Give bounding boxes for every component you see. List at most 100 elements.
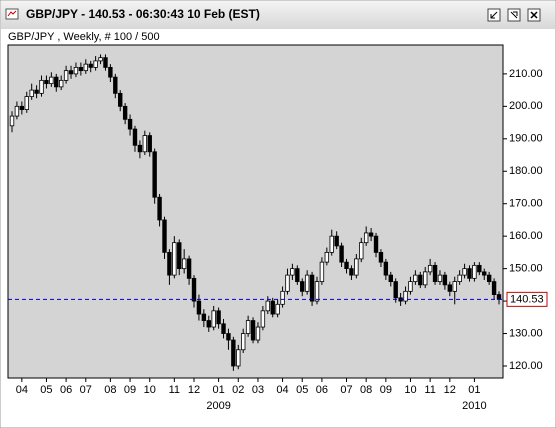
candle-body xyxy=(78,66,84,72)
y-tick-label: 130.00 xyxy=(509,327,543,339)
y-tick-label: 160.00 xyxy=(509,230,543,242)
close-button[interactable] xyxy=(527,8,541,22)
candle-body xyxy=(486,274,492,283)
x-tick-label: 06 xyxy=(60,384,72,396)
candle-body xyxy=(442,274,448,286)
candle-body xyxy=(423,271,428,286)
candle-body xyxy=(167,251,172,276)
candle-body xyxy=(191,277,197,302)
x-tick-label: 08 xyxy=(360,384,372,396)
window-icon xyxy=(5,8,19,20)
candle-body xyxy=(122,105,128,120)
candle-body xyxy=(98,57,103,62)
x-tick-label: 10 xyxy=(404,384,416,396)
x-tick-label: 04 xyxy=(16,384,28,396)
candle-body xyxy=(280,290,285,305)
candle-body xyxy=(142,135,148,153)
candle-body xyxy=(127,118,133,130)
candle-body xyxy=(363,232,369,244)
candle-body xyxy=(24,96,29,110)
maximize-button[interactable] xyxy=(507,8,521,22)
y-tick-label: 120.00 xyxy=(509,360,543,372)
candle-body xyxy=(118,92,123,107)
x-tick-label: 01 xyxy=(468,384,480,396)
candle-body xyxy=(186,258,192,279)
candle-body xyxy=(250,320,256,341)
candle-body xyxy=(88,63,93,68)
candle-body xyxy=(226,333,231,341)
x-tick-label: 10 xyxy=(144,384,156,396)
candle-body xyxy=(472,264,477,279)
candle-body xyxy=(177,242,182,270)
candle-body xyxy=(496,294,502,300)
candle-body xyxy=(181,258,187,270)
x-tick-label: 12 xyxy=(188,384,200,396)
candle-body xyxy=(319,261,325,283)
candle-body xyxy=(63,70,69,81)
window-icon-line xyxy=(7,10,17,17)
candle-body xyxy=(403,290,408,302)
candle-body xyxy=(103,57,108,68)
y-tick-label: 150.00 xyxy=(509,263,543,275)
candle-body xyxy=(108,66,113,78)
candle-body xyxy=(427,264,433,273)
candle-body xyxy=(172,242,177,276)
x-tick-label: 03 xyxy=(252,384,264,396)
plot-area xyxy=(7,44,504,379)
x-tick-label: 08 xyxy=(104,384,116,396)
candle-body xyxy=(206,320,211,328)
candle-body xyxy=(49,76,54,85)
x-tick-label: 07 xyxy=(340,384,352,396)
candle-body xyxy=(368,232,374,237)
candle-body xyxy=(221,323,226,334)
x-tick-label: 01 xyxy=(212,384,224,396)
candle-body xyxy=(447,284,453,292)
candle-body xyxy=(93,60,98,68)
candle-body xyxy=(162,219,167,253)
candle-body xyxy=(334,235,339,247)
candle-body xyxy=(58,79,64,88)
x-tick-label: 06 xyxy=(316,384,328,396)
candle-body xyxy=(29,89,34,98)
candle-body xyxy=(482,271,487,276)
y-tick-label: 170.00 xyxy=(509,198,543,210)
candle-body xyxy=(14,105,20,117)
candle-body xyxy=(373,235,379,253)
candle-body xyxy=(132,128,138,146)
candle-body xyxy=(354,258,359,276)
chart-subtitle: GBP/JPY , Weekly, # 100 / 500 xyxy=(8,31,160,43)
x-tick-label: 11 xyxy=(424,384,435,396)
minimize-button[interactable] xyxy=(487,8,501,22)
candle-body xyxy=(418,274,423,286)
candle-body xyxy=(231,339,236,367)
x-tick-label: 05 xyxy=(296,384,308,396)
candle-body xyxy=(265,300,270,312)
candle-body xyxy=(477,264,482,273)
candle-body xyxy=(329,235,334,253)
candle-body xyxy=(300,281,305,292)
candle-body xyxy=(157,196,162,221)
candle-body xyxy=(44,79,49,85)
candle-body xyxy=(34,89,39,94)
candle-body xyxy=(295,268,300,283)
candle-body xyxy=(467,268,472,279)
candle-body xyxy=(245,320,251,334)
x-tick-label: 12 xyxy=(444,384,456,396)
x-tick-label: 11 xyxy=(169,384,180,396)
candle-body xyxy=(201,313,207,321)
candle-body xyxy=(152,151,157,198)
x-tick-label: 07 xyxy=(80,384,92,396)
y-tick-label: 200.00 xyxy=(509,100,543,112)
candle-body xyxy=(68,70,74,75)
candle-body xyxy=(462,268,467,276)
title-bar xyxy=(1,1,555,29)
candle-body xyxy=(314,281,320,302)
candle-body xyxy=(290,268,295,276)
candle-body xyxy=(113,76,118,94)
candle-body xyxy=(349,268,354,276)
candle-body xyxy=(137,144,143,153)
y-tick-label: 180.00 xyxy=(509,165,543,177)
candle-body xyxy=(9,115,15,127)
